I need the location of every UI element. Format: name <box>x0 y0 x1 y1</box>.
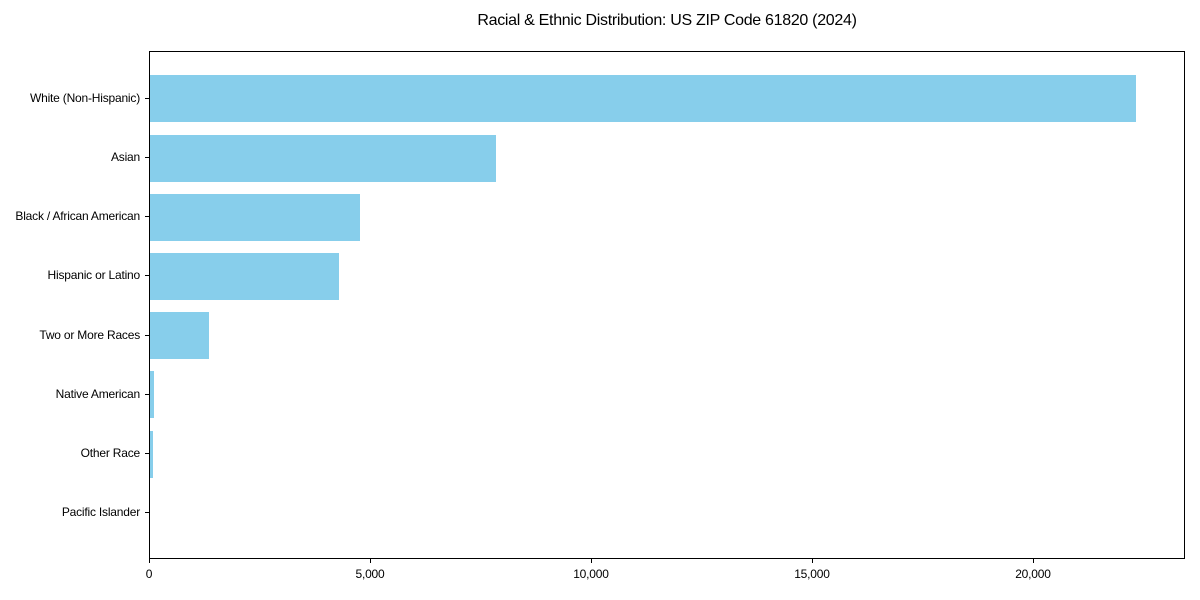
y-axis-tick <box>145 157 149 158</box>
y-axis-label-pacific-islander: Pacific Islander <box>61 505 140 520</box>
x-axis-tick <box>590 559 592 563</box>
x-axis-label-20-000: 20,000 <box>1015 567 1051 581</box>
y-axis-label-white-non-hispanic: White (Non-Hispanic) <box>29 90 140 105</box>
bar-asian <box>150 134 496 182</box>
bar-black-african-american <box>150 193 360 241</box>
y-axis-tick <box>145 216 149 218</box>
x-axis-label-10-000: 10,000 <box>573 567 609 581</box>
y-axis-label-asian: Asian <box>110 150 140 164</box>
x-axis-tick <box>1032 559 1034 563</box>
plot-area <box>149 51 1185 559</box>
y-axis-tick <box>145 393 149 395</box>
y-axis-label-other-race: Other Race <box>80 446 141 460</box>
bar-hispanic-or-latino <box>150 252 339 300</box>
bar-other-race <box>150 430 153 478</box>
x-axis-label-5-000: 5,000 <box>355 567 385 581</box>
y-axis-label-native-american: Native American <box>55 386 141 401</box>
y-axis-tick <box>145 334 149 336</box>
bar-native-american <box>150 371 154 419</box>
bar-white-non-hispanic <box>150 75 1136 123</box>
y-axis-label-two-or-more-races: Two or More Races <box>39 327 140 342</box>
x-axis-label-0: 0 <box>145 567 153 581</box>
y-axis-label-hispanic-or-latino: Hispanic or Latino <box>47 268 141 283</box>
x-axis-tick <box>149 559 150 563</box>
y-axis-label-black-african-american: Black / African American <box>15 209 140 224</box>
x-axis-label-15-000: 15,000 <box>794 567 830 581</box>
x-axis-tick <box>369 559 371 563</box>
bar-two-or-more-races <box>150 312 210 360</box>
x-axis-tick <box>811 559 813 563</box>
y-axis-tick <box>145 97 149 99</box>
y-axis-tick <box>145 512 149 514</box>
y-axis-tick <box>145 275 149 277</box>
chart-title: Racial & Ethnic Distribution: US ZIP Cod… <box>477 12 857 29</box>
y-axis-tick <box>145 453 149 454</box>
